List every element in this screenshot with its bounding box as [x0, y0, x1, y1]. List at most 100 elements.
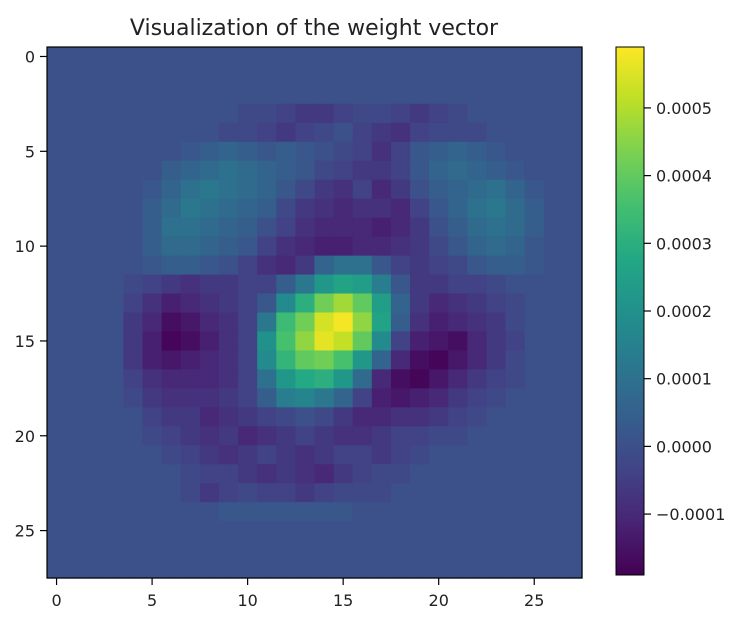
heatmap-cell — [104, 464, 125, 484]
heatmap-cell — [467, 407, 488, 427]
heatmap-cell — [123, 293, 144, 314]
heatmap-cell — [180, 141, 201, 162]
heatmap-cell — [199, 559, 220, 579]
heatmap-cell — [505, 502, 526, 522]
colorbar-tick-label: 0.0001 — [656, 370, 712, 389]
heatmap-cell — [314, 65, 335, 86]
heatmap-cell — [161, 103, 182, 124]
heatmap-cell — [104, 483, 125, 503]
heatmap-cell — [352, 293, 373, 314]
heatmap-cell — [238, 47, 258, 67]
heatmap-cell — [429, 369, 449, 389]
heatmap-cell — [524, 255, 545, 276]
heatmap-cell — [47, 521, 67, 541]
heatmap-cell — [333, 179, 354, 200]
heatmap-cell — [333, 369, 354, 389]
heatmap-cell — [180, 483, 201, 503]
heatmap-cell — [123, 65, 144, 86]
heatmap-cell — [505, 464, 526, 484]
heatmap-cell — [276, 483, 296, 503]
heatmap-cell — [104, 141, 125, 162]
heatmap-cell — [104, 350, 125, 370]
heatmap-cell — [352, 47, 373, 67]
heatmap-cell — [390, 388, 411, 408]
heatmap-cell — [123, 255, 144, 276]
heatmap-cell — [295, 388, 316, 408]
heatmap-cell — [257, 141, 277, 162]
heatmap-cell — [66, 312, 86, 333]
heatmap-cell — [47, 65, 67, 86]
heatmap-cell — [371, 141, 392, 162]
heatmap-cell — [257, 521, 277, 541]
heatmap-cell — [85, 559, 105, 579]
heatmap-cell — [238, 274, 258, 295]
heatmap-cell — [276, 407, 296, 427]
heatmap-cell — [218, 274, 239, 295]
heatmap-cell — [562, 521, 583, 541]
heatmap-cell — [142, 160, 163, 181]
heatmap-cell — [448, 407, 468, 427]
heatmap-cell — [467, 47, 488, 67]
heatmap-cell — [257, 483, 277, 503]
heatmap-cell — [295, 274, 316, 295]
heatmap-cell — [257, 331, 277, 352]
heatmap-cell — [390, 274, 411, 295]
heatmap-cell — [142, 198, 163, 219]
heatmap-cell — [276, 540, 296, 560]
heatmap-cell — [123, 502, 144, 522]
heatmap-cell — [390, 369, 411, 389]
heatmap-cell — [371, 84, 392, 105]
heatmap-cell — [429, 464, 449, 484]
heatmap-cell — [467, 84, 488, 105]
heatmap-cell — [448, 445, 468, 465]
heatmap-cell — [371, 47, 392, 67]
heatmap-cell — [104, 65, 125, 86]
heatmap-cell — [85, 160, 105, 181]
heatmap-cell — [257, 464, 277, 484]
heatmap-cell — [429, 179, 449, 200]
heatmap-cell — [257, 274, 277, 295]
heatmap-cell — [543, 445, 564, 465]
heatmap-cell — [47, 559, 67, 579]
heatmap-cell — [333, 350, 354, 370]
heatmap-cell — [562, 122, 583, 143]
heatmap-cell — [429, 255, 449, 276]
heatmap-cell — [390, 65, 411, 86]
heatmap-cell — [85, 122, 105, 143]
heatmap-cell — [123, 160, 144, 181]
heatmap-cell — [47, 198, 67, 219]
heatmap-cell — [371, 540, 392, 560]
heatmap-cell — [410, 483, 430, 503]
heatmap-cell — [142, 350, 163, 370]
heatmap-cell — [180, 407, 201, 427]
heatmap-cell — [410, 540, 430, 560]
heatmap-cell — [161, 122, 182, 143]
heatmap-cell — [352, 255, 373, 276]
heatmap-cell — [333, 122, 354, 143]
heatmap-cell — [448, 331, 468, 352]
heatmap-cell — [295, 65, 316, 86]
heatmap-cell — [123, 122, 144, 143]
heatmap-cell — [276, 464, 296, 484]
heatmap-cell — [218, 464, 239, 484]
heatmap-cell — [505, 160, 526, 181]
heatmap-cell — [314, 483, 335, 503]
heatmap-cell — [104, 179, 125, 200]
heatmap-cell — [257, 293, 277, 314]
heatmap-cell — [505, 84, 526, 105]
heatmap-cell — [448, 312, 468, 333]
heatmap-cell — [123, 464, 144, 484]
heatmap-cell — [66, 65, 86, 86]
heatmap-cell — [486, 255, 507, 276]
heatmap-cell — [410, 217, 430, 238]
heatmap-cell — [218, 198, 239, 219]
heatmap-cell — [314, 236, 335, 257]
heatmap-cell — [142, 103, 163, 124]
heatmap-cell — [257, 369, 277, 389]
heatmap-cell — [161, 445, 182, 465]
heatmap-cell — [257, 160, 277, 181]
heatmap-cell — [238, 255, 258, 276]
heatmap-cell — [467, 426, 488, 446]
heatmap-cell — [333, 407, 354, 427]
heatmap-cell — [161, 236, 182, 257]
